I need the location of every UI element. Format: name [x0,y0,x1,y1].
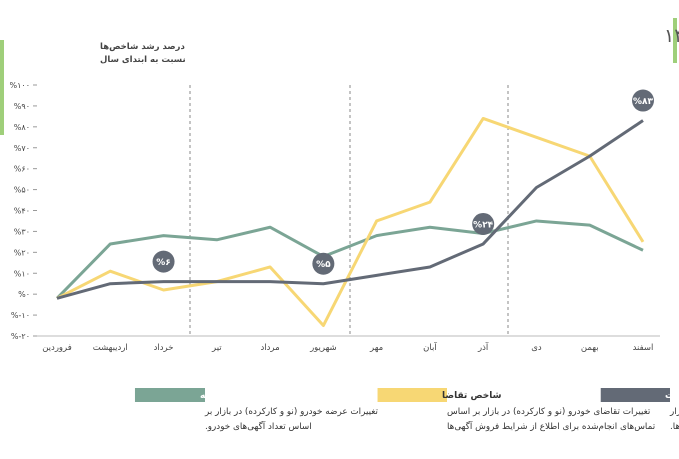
x-tick-label: بهمن [581,343,599,353]
value-label-bubble [472,212,495,235]
y-tick-label: %-۲۰ [11,332,30,341]
y-tick-label: %۰ [18,290,30,299]
title-accent [673,18,677,63]
legend-description: بر اساس سهم انواع خودرو از کل آگهی‌ها. [670,420,679,432]
line [56,116,645,328]
y-tick-label: %۹۰ [14,102,30,111]
x-tick-label: تیر [211,343,222,353]
value-label-bubble [312,252,335,275]
value-label: %۵ [316,260,331,270]
x-tick-label: اردیبهشت [93,343,128,353]
y-label: درصد رشد شاخص‌ها [100,42,185,52]
legend-swatch [377,388,447,402]
line [56,119,644,300]
x-tick-label: دی [531,343,542,353]
legend-description: تغییرات وزنی قیمت خودرو (نو و کارکرده) د… [669,407,679,417]
y-tick-label: %۸۰ [14,123,30,132]
value-label: %۲۴ [473,220,494,230]
x-tick-label: شهریور [309,343,337,353]
y-tick-label: %۱۰ [14,269,30,278]
x-tick-label: آذر [477,341,489,353]
y-tick-label: %۲۰ [14,248,30,257]
legend-description: تغییرات عرضه خودرو (نو و کارکرده) در باز… [204,407,379,417]
value-label-bubble [152,250,175,273]
y-tick-label: %۶۰ [14,165,30,174]
x-tick-label: مهر [369,343,383,353]
y-tick-label: %۷۰ [14,144,30,153]
legend-swatch [134,388,205,402]
x-tick-label: خرداد [154,343,174,353]
y-tick-label: %۱۰۰ [10,81,31,90]
value-label: %۶ [156,258,171,268]
x-tick-label: فروردین [42,343,72,353]
legend-label: شاخص تقاضا [442,391,502,401]
side-accent [0,40,4,135]
y-tick-label: %۵۰ [14,186,30,195]
y-tick-label: %-۱۰ [11,311,30,320]
y-label: نسبت به ابتدای سال [100,55,186,65]
value-label: %۸۳ [633,97,654,107]
legend-label: شاخص عرضه [200,391,260,401]
x-tick-label: اسفند [633,343,654,353]
legend-label: شاخص قیمت [665,391,679,401]
legend-description: اساس تعداد آگهی‌های خودرو. [205,420,312,432]
legend-swatch [600,388,670,402]
legend-description: تماس‌های انجام‌شده برای اطلاع از شرایط ف… [447,420,656,432]
x-tick-label: مرداد [260,343,279,353]
value-label-bubble [632,89,654,112]
y-tick-label: %۴۰ [14,207,30,216]
legend-description: تغییرات تقاضای خودرو (نو و کارکرده) در ب… [447,407,651,417]
chart-title: بازار خودرو در سال ۱۴۰۱ [664,25,679,47]
line [55,219,644,300]
y-tick-label: %۳۰ [14,227,30,236]
x-tick-label: آبان [423,341,437,353]
